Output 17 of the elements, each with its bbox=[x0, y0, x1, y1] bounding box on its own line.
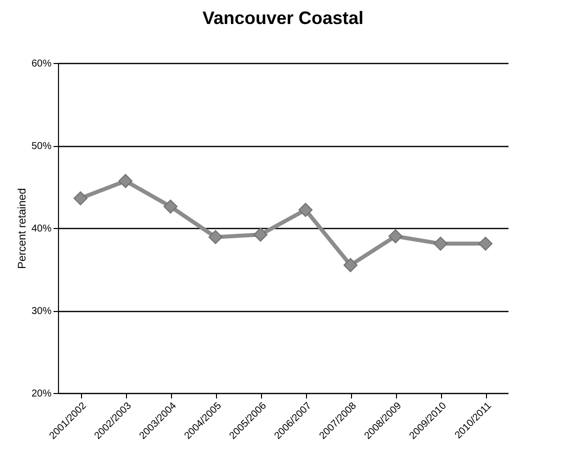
point bbox=[388, 229, 403, 244]
y-axis-title: Percent retained bbox=[16, 188, 28, 269]
point bbox=[208, 230, 223, 244]
y-tick-label: 60% bbox=[31, 58, 52, 70]
y-tick-label: 40% bbox=[31, 224, 52, 234]
point bbox=[433, 236, 448, 251]
point bbox=[253, 228, 268, 242]
point bbox=[118, 174, 133, 188]
point bbox=[163, 200, 178, 214]
chart-title: Vancouver Coastal bbox=[202, 8, 364, 28]
point bbox=[478, 236, 493, 251]
point bbox=[298, 202, 313, 217]
point bbox=[343, 258, 358, 272]
y-tick-label: 50% bbox=[31, 141, 52, 152]
point bbox=[73, 191, 88, 206]
y-tick-label: 20% bbox=[31, 388, 52, 400]
y-tick-label: 30% bbox=[31, 306, 52, 317]
